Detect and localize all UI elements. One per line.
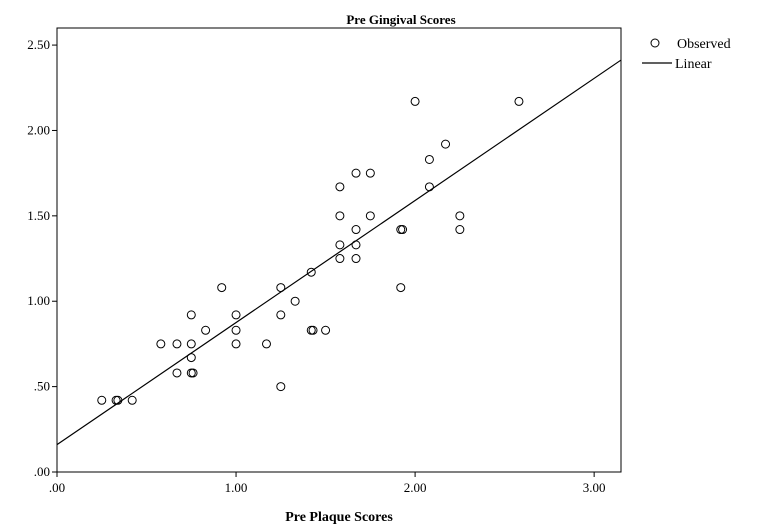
observed-point — [276, 382, 286, 392]
legend-observed-label: Observed — [677, 37, 731, 52]
x-tick-label: 1.00 — [225, 480, 248, 495]
observed-point — [396, 283, 406, 293]
observed-point — [321, 325, 331, 335]
observed-point — [306, 325, 316, 335]
y-axis: .00 .50 1.00 1.50 2.00 2.50 — [27, 37, 57, 479]
observed-point — [335, 182, 345, 192]
observed-point — [335, 254, 345, 264]
observed-point — [186, 368, 196, 378]
observed-point — [308, 325, 318, 335]
y-tick-label: 1.00 — [27, 293, 50, 308]
observed-point — [335, 240, 345, 250]
observed-point — [455, 211, 465, 221]
observed-point — [424, 154, 434, 164]
y-tick-label: 1.50 — [27, 208, 50, 223]
y-tick-label: .50 — [34, 379, 50, 394]
observed-point — [410, 96, 420, 106]
observed-point — [351, 254, 361, 264]
observed-point — [351, 225, 361, 235]
x-axis-title: Pre Plaque Scores — [285, 510, 393, 525]
observed-point — [97, 395, 107, 405]
observed-point — [365, 211, 375, 221]
x-axis: .00 1.00 2.00 3.00 — [49, 472, 606, 495]
observed-point — [351, 240, 361, 250]
observed-point — [424, 182, 434, 192]
observed-point — [276, 283, 286, 293]
legend: Observed Linear — [642, 37, 731, 72]
observed-point — [113, 395, 123, 405]
observed-point — [441, 139, 451, 149]
legend-observed-marker — [650, 38, 660, 48]
y-tick-label: 2.50 — [27, 37, 50, 52]
observed-points — [97, 96, 524, 405]
observed-point — [231, 339, 241, 349]
x-tick-label: 2.00 — [404, 480, 427, 495]
observed-point — [156, 339, 166, 349]
observed-point — [365, 168, 375, 178]
observed-point — [335, 211, 345, 221]
observed-point — [276, 310, 286, 320]
observed-point — [201, 325, 211, 335]
observed-point — [455, 225, 465, 235]
observed-point — [231, 310, 241, 320]
x-tick-label: 3.00 — [583, 480, 606, 495]
observed-point — [306, 267, 316, 277]
observed-point — [188, 368, 198, 378]
observed-point — [172, 339, 182, 349]
observed-point — [398, 225, 408, 235]
observed-point — [351, 168, 361, 178]
y-tick-label: 2.00 — [27, 122, 50, 137]
observed-point — [186, 310, 196, 320]
x-tick-label: .00 — [49, 480, 65, 495]
observed-point — [186, 339, 196, 349]
observed-point — [172, 368, 182, 378]
observed-point — [127, 395, 137, 405]
observed-point — [290, 296, 300, 306]
observed-point — [261, 339, 271, 349]
observed-point — [396, 225, 406, 235]
observed-point — [111, 395, 121, 405]
observed-point — [186, 353, 196, 363]
observed-point — [217, 283, 227, 293]
observed-point — [514, 96, 524, 106]
legend-linear-label: Linear — [675, 57, 712, 72]
observed-point — [231, 325, 241, 335]
plot-frame — [56, 27, 622, 473]
y-tick-label: .00 — [34, 464, 50, 479]
chart-title: Pre Gingival Scores — [346, 12, 455, 27]
linear-fit-line — [56, 59, 622, 446]
